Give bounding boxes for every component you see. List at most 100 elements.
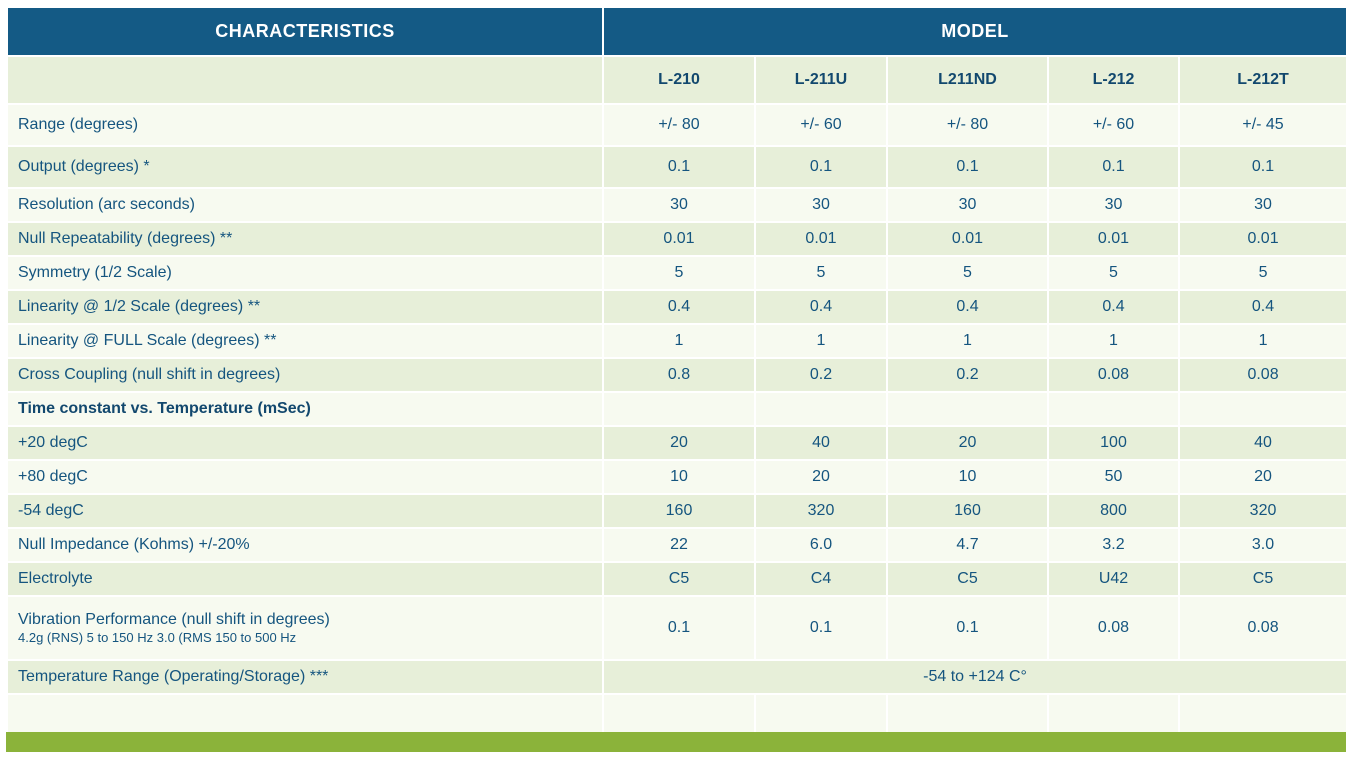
row-value: 20 [754,459,888,495]
row-value: +/- 60 [754,103,888,147]
table-row: Range (degrees) +/- 80 +/- 60 +/- 80 +/-… [6,103,1349,147]
row-value: 30 [1047,187,1180,223]
row-value: 5 [886,255,1049,291]
row-value: 30 [1177,187,1349,223]
row-value [1047,391,1180,427]
row-value: 6.0 [754,527,888,563]
model-names-row: L-210 L-211U L211ND L-212 L-212T [6,55,1349,105]
row-value: U42 [1047,561,1180,597]
row-value: 40 [754,425,888,461]
row-value: 0.1 [1177,145,1349,189]
row-sublabel: 4.2g (RNS) 5 to 150 Hz 3.0 (RMS 150 to 5… [18,630,297,645]
row-value: C4 [754,561,888,597]
table-header-row: CHARACTERISTICS MODEL [6,6,1349,57]
row-value: 0.1 [1047,145,1180,189]
table-row: Electrolyte C5 C4 C5 U42 C5 [6,561,1349,597]
row-label: +80 degC [6,459,604,495]
row-value: 30 [886,187,1049,223]
row-value: 50 [1047,459,1180,495]
row-value: 1 [602,323,756,359]
specifications-table-container: CHARACTERISTICS MODEL L-210 L-211U L211N… [6,6,1349,737]
row-value: 3.0 [1177,527,1349,563]
characteristics-header: CHARACTERISTICS [6,6,604,57]
row-value: 160 [886,493,1049,529]
row-value: 20 [1177,459,1349,495]
blank-cell [1047,693,1180,737]
table-row: Symmetry (1/2 Scale) 5 5 5 5 5 [6,255,1349,291]
row-value: 0.1 [754,145,888,189]
row-value: 0.08 [1177,595,1349,661]
row-value: 22 [602,527,756,563]
model-name: L-210 [602,55,756,105]
table-row: Temperature Range (Operating/Storage) **… [6,659,1349,695]
row-label: Temperature Range (Operating/Storage) **… [6,659,604,695]
blank-cell [1177,693,1349,737]
row-value: 0.2 [886,357,1049,393]
row-value: 0.08 [1047,595,1180,661]
row-value: 0.01 [886,221,1049,257]
model-name: L-212T [1177,55,1349,105]
row-value: 0.1 [754,595,888,661]
row-value: 30 [754,187,888,223]
table-row: Output (degrees) * 0.1 0.1 0.1 0.1 0.1 [6,145,1349,189]
row-value: +/- 80 [886,103,1049,147]
row-label: -54 degC [6,493,604,529]
table-row: Linearity @ FULL Scale (degrees) ** 1 1 … [6,323,1349,359]
blank-cell [6,693,604,737]
section-heading: Time constant vs. Temperature (mSec) [6,391,604,427]
row-value: 0.4 [602,289,756,325]
row-value: 0.8 [602,357,756,393]
row-value: 0.01 [1177,221,1349,257]
row-value: 30 [602,187,756,223]
row-label: Null Impedance (Kohms) +/-20% [6,527,604,563]
row-value: 5 [1047,255,1180,291]
row-value: C5 [886,561,1049,597]
row-value: 0.2 [754,357,888,393]
table-row: -54 degC 160 320 160 800 320 [6,493,1349,529]
row-value [754,391,888,427]
table-row: +80 degC 10 20 10 50 20 [6,459,1349,495]
row-label: Electrolyte [6,561,604,597]
row-value: 0.1 [886,145,1049,189]
row-value: +/- 45 [1177,103,1349,147]
row-label: Symmetry (1/2 Scale) [6,255,604,291]
blank-cell [602,693,756,737]
blank-cell [6,55,604,105]
row-label: Output (degrees) * [6,145,604,189]
table-row: +20 degC 20 40 20 100 40 [6,425,1349,461]
row-value: 0.4 [1047,289,1180,325]
table-row: Cross Coupling (null shift in degrees) 0… [6,357,1349,393]
footer-accent-bar [6,732,1346,752]
blank-cell [886,693,1049,737]
row-value: 5 [1177,255,1349,291]
blank-cell [754,693,888,737]
row-value: 1 [1177,323,1349,359]
temperature-range-value: -54 to +124 C° [601,659,1349,695]
row-value: 100 [1047,425,1180,461]
model-name: L-211U [754,55,888,105]
row-value: 10 [602,459,756,495]
row-value: 0.1 [602,145,756,189]
row-value: 3.2 [1047,527,1180,563]
model-name: L211ND [886,55,1049,105]
table-row: Null Repeatability (degrees) ** 0.01 0.0… [6,221,1349,257]
table-row: Vibration Performance (null shift in deg… [6,595,1349,661]
row-value: C5 [602,561,756,597]
row-value: 0.1 [886,595,1049,661]
row-value: 1 [886,323,1049,359]
model-header: MODEL [601,6,1349,57]
row-value: 1 [1047,323,1180,359]
row-value: 320 [1177,493,1349,529]
row-value: +/- 60 [1047,103,1180,147]
row-value: 0.08 [1047,357,1180,393]
row-value: 0.01 [602,221,756,257]
row-label: Range (degrees) [6,103,604,147]
section-row: Time constant vs. Temperature (mSec) [6,391,1349,427]
row-value: 320 [754,493,888,529]
row-value: 40 [1177,425,1349,461]
row-value: 1 [754,323,888,359]
table-row: Null Impedance (Kohms) +/-20% 22 6.0 4.7… [6,527,1349,563]
row-value: 10 [886,459,1049,495]
row-value: 0.1 [602,595,756,661]
row-label: Null Repeatability (degrees) ** [6,221,604,257]
